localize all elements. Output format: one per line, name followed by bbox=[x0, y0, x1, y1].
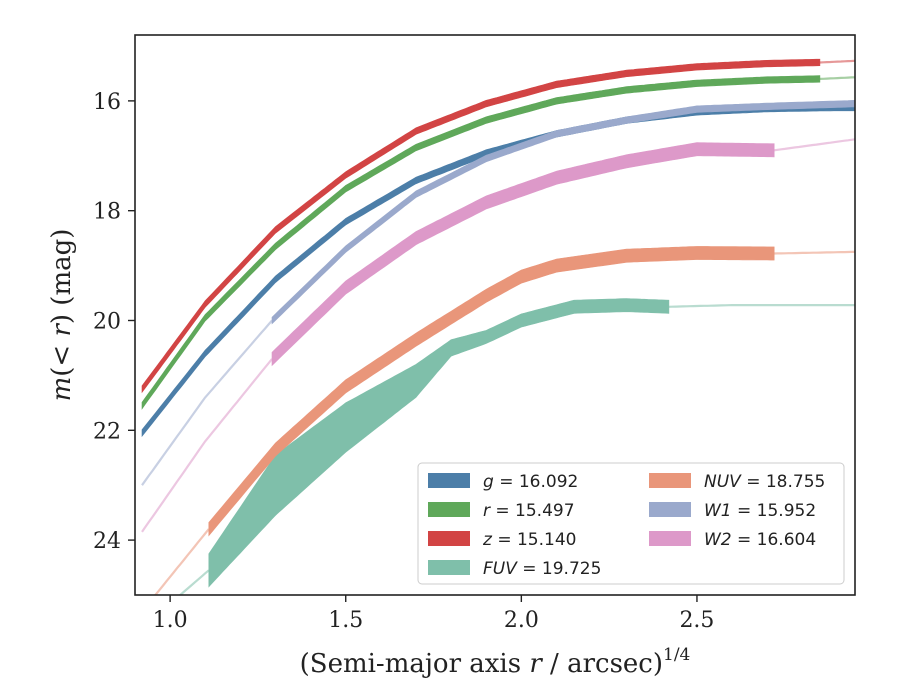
legend-box bbox=[417, 462, 845, 585]
legend-label: FUV = 19.725 bbox=[483, 559, 601, 579]
series-z bbox=[141, 58, 855, 394]
series-g-band bbox=[141, 103, 855, 438]
legend-label: r = 15.497 bbox=[483, 501, 575, 521]
legend-label: g = 16.092 bbox=[483, 472, 578, 492]
series-w2-extrapolation-inner bbox=[141, 358, 273, 533]
series-nuv bbox=[153, 246, 855, 595]
series-fuv-extrapolation-outer bbox=[668, 304, 855, 308]
x-tick-label: 2.5 bbox=[679, 608, 714, 633]
legend-swatch bbox=[428, 560, 470, 575]
y-tick-label: 20 bbox=[93, 309, 121, 334]
x-tick-label: 2.0 bbox=[504, 608, 539, 633]
y-axis-title-variable-r: r bbox=[47, 323, 77, 337]
y-axis-title-open: (< bbox=[47, 337, 77, 377]
legend-entry-fuv: FUV = 19.725 bbox=[428, 559, 601, 579]
y-axis-title: m(< r) (mag) bbox=[47, 229, 77, 402]
y-tick-label: 18 bbox=[93, 200, 121, 225]
y-tick-label: 22 bbox=[93, 419, 121, 444]
series-fuv bbox=[178, 298, 855, 595]
y-tick-label: 16 bbox=[93, 90, 121, 115]
x-tick-label: 1.5 bbox=[328, 608, 363, 633]
x-axis-title-suffix: / arcsec) bbox=[542, 649, 663, 679]
y-axis-title-unit: (mag) bbox=[47, 229, 77, 314]
legend-swatch bbox=[428, 531, 470, 546]
series-z-band bbox=[141, 58, 821, 394]
legend-swatch bbox=[649, 473, 691, 488]
legend-swatch bbox=[428, 502, 470, 517]
x-axis-title-exponent: 1/4 bbox=[663, 645, 690, 665]
legend-entry-nuv: NUV = 18.755 bbox=[649, 472, 825, 492]
series-z-extrapolation-outer bbox=[819, 59, 855, 64]
legend-swatch bbox=[649, 502, 691, 517]
series-r bbox=[141, 75, 855, 410]
legend-swatch bbox=[649, 531, 691, 546]
legend-label: W1 = 15.952 bbox=[704, 501, 816, 521]
y-axis-ticks: 16 18 20 22 24 bbox=[93, 90, 135, 554]
series-r-extrapolation-outer bbox=[819, 76, 855, 80]
series-w1 bbox=[141, 99, 855, 486]
series-r-band bbox=[141, 75, 821, 410]
series-w2-band bbox=[271, 142, 775, 367]
legend-entry-w1: W1 = 15.952 bbox=[649, 501, 816, 521]
y-axis-title-variable: m bbox=[47, 377, 77, 402]
x-axis-title-variable: r bbox=[529, 649, 543, 679]
series-w2-extrapolation-outer bbox=[774, 138, 855, 152]
x-axis-title: (Semi-major axis r / arcsec)1/4 bbox=[300, 645, 691, 679]
series-fuv-band bbox=[208, 298, 670, 588]
profile-bands bbox=[141, 58, 855, 595]
x-tick-label: 1.0 bbox=[153, 608, 188, 633]
legend-entry-z: z = 15.140 bbox=[428, 530, 576, 550]
legend-entry-g: g = 16.092 bbox=[428, 472, 578, 492]
legend-label: z = 15.140 bbox=[482, 530, 576, 550]
series-g bbox=[141, 103, 855, 438]
legend-label: W2 = 16.604 bbox=[704, 530, 816, 550]
series-nuv-extrapolation-inner bbox=[153, 528, 210, 595]
plot-frame bbox=[134, 34, 856, 596]
y-tick-label: 24 bbox=[93, 529, 121, 554]
series-nuv-band bbox=[208, 246, 775, 537]
x-axis-title-prefix: (Semi-major axis bbox=[300, 649, 530, 679]
y-axis-title-close: ) bbox=[47, 314, 77, 324]
series-nuv-extrapolation-outer bbox=[774, 250, 855, 255]
legend-swatch bbox=[428, 473, 470, 488]
series-w2 bbox=[141, 138, 855, 533]
legend-label: NUV = 18.755 bbox=[704, 472, 825, 492]
series-fuv-extrapolation-inner bbox=[178, 569, 210, 595]
series-w1-band bbox=[271, 99, 855, 325]
legend-entry-r: r = 15.497 bbox=[428, 501, 575, 521]
x-axis-ticks: 1.0 1.5 2.0 2.5 bbox=[153, 595, 714, 633]
legend: g = 16.092 r = 15.497 z = 15.140 FUV = 19.7… bbox=[417, 462, 845, 585]
series-w1-extrapolation-inner bbox=[141, 319, 273, 486]
legend-entry-w2: W2 = 16.604 bbox=[649, 530, 816, 550]
